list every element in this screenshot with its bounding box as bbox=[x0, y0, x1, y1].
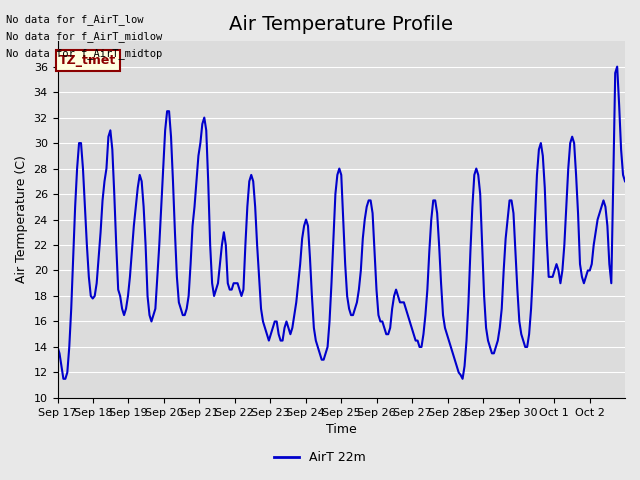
Text: TZ_tmet: TZ_tmet bbox=[60, 54, 116, 67]
Text: No data for f_AirT_low: No data for f_AirT_low bbox=[6, 14, 144, 25]
Text: No data for f_AirT_midlow: No data for f_AirT_midlow bbox=[6, 31, 163, 42]
Text: No data for f_AirT_midtop: No data for f_AirT_midtop bbox=[6, 48, 163, 59]
X-axis label: Time: Time bbox=[326, 423, 356, 436]
Y-axis label: Air Termperature (C): Air Termperature (C) bbox=[15, 156, 28, 284]
Title: Air Temperature Profile: Air Temperature Profile bbox=[229, 15, 453, 34]
Legend: AirT 22m: AirT 22m bbox=[269, 446, 371, 469]
